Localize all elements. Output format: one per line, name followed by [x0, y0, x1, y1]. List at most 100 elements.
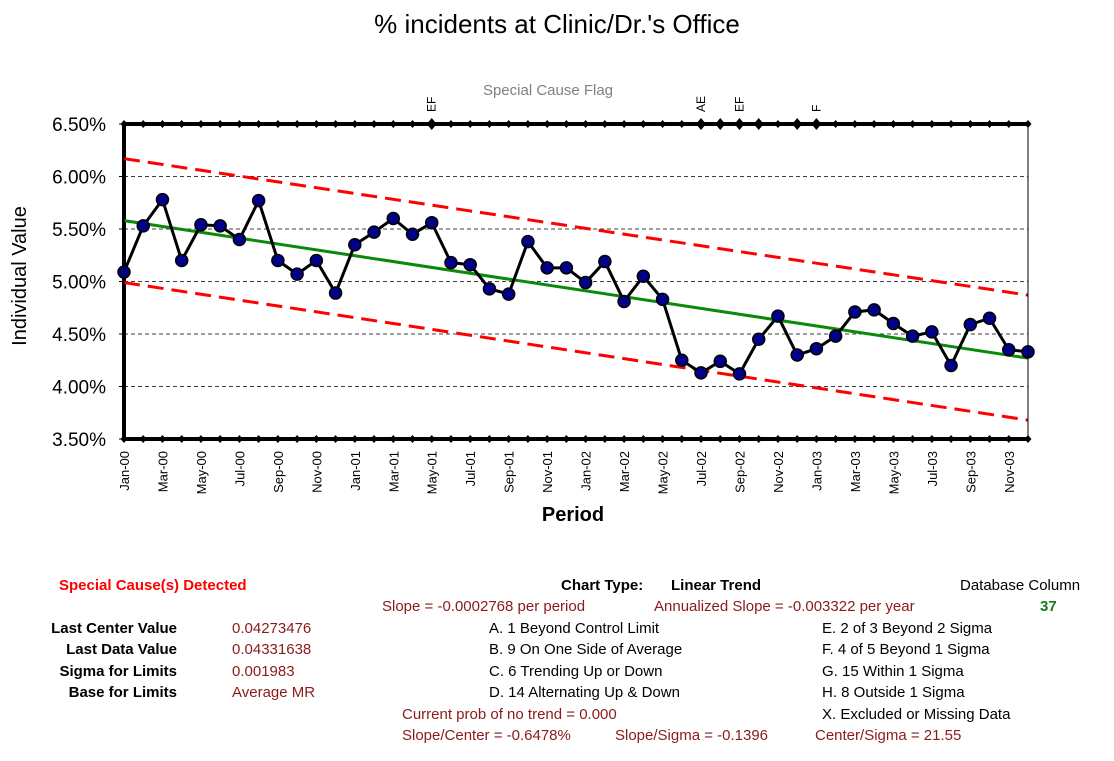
lower-control-limit	[123, 281, 1029, 422]
rule-item: G. 15 Within 1 Sigma	[822, 663, 964, 680]
data-point	[232, 232, 247, 247]
slope-text: Slope = -0.0002768 per period	[382, 598, 586, 615]
data-point	[194, 218, 208, 232]
upper-control-limit	[123, 157, 1029, 297]
data-point	[636, 269, 651, 283]
database-column-label: Database Column	[960, 577, 1081, 594]
data-point	[328, 286, 343, 300]
data-point	[174, 253, 189, 268]
data-point	[482, 282, 497, 296]
x-tick-label: Nov-00	[309, 451, 324, 493]
stat-value: 0.04331638	[232, 641, 312, 658]
data-point	[559, 261, 574, 275]
annualized-slope-text: Annualized Slope = -0.003322 per year	[654, 598, 915, 615]
data-point	[501, 287, 516, 301]
x-tick-label: Jul-00	[232, 451, 247, 486]
data-series	[117, 192, 1035, 381]
data-point	[463, 257, 477, 272]
chart-type-label: Chart Type:	[561, 577, 644, 594]
rule-item: D. 14 Alternating Up & Down	[489, 684, 680, 701]
data-point	[521, 234, 535, 249]
data-point	[848, 305, 862, 319]
y-axis-ticks: 6.50% 6.00% 5.50% 5.00% 4.50% 4.00% 3.50%	[52, 115, 124, 451]
x-tick-label: May-03	[886, 451, 901, 494]
database-column-value: 37	[1040, 598, 1057, 615]
x-tick-label: Jan-03	[809, 451, 824, 491]
plot-area-border	[123, 123, 1029, 440]
center-sigma: Center/Sigma = 21.55	[815, 727, 962, 744]
flag-label: F	[809, 105, 823, 112]
data-point	[771, 309, 785, 323]
x-tick-label: Mar-02	[617, 451, 632, 492]
y-tick-label: 4.00%	[52, 378, 106, 399]
flag-label: AE	[694, 96, 708, 112]
data-point	[655, 292, 670, 307]
grid-lines	[124, 176, 1028, 387]
data-point	[155, 192, 170, 207]
x-tick-label: Sep-01	[502, 451, 517, 493]
flag-label: EF	[732, 97, 746, 112]
stat-value: Average MR	[232, 684, 316, 701]
data-point	[405, 227, 420, 241]
y-tick-label: 4.50%	[52, 325, 106, 346]
x-tick-label: Jul-02	[694, 451, 709, 486]
control-chart: % incidents at Clinic/Dr.'s Office Speci…	[9, 9, 1035, 526]
rule-item: B. 9 On One Side of Average	[489, 641, 683, 658]
data-point	[809, 341, 824, 356]
x-tick-label: Nov-01	[540, 451, 555, 493]
x-tick-label: Jan-00	[117, 451, 132, 491]
y-tick-label: 5.50%	[52, 220, 106, 241]
data-point	[290, 267, 304, 281]
x-tick-label: Nov-02	[771, 451, 786, 493]
y-tick-label: 5.00%	[52, 273, 106, 294]
rule-item: X. Excluded or Missing Data	[822, 706, 1011, 723]
x-tick-label: Mar-03	[848, 451, 863, 492]
data-point	[598, 254, 612, 269]
data-point	[790, 348, 804, 362]
rule-item: C. 6 Trending Up or Down	[489, 663, 663, 680]
data-point	[251, 193, 266, 208]
x-tick-label: Nov-03	[1002, 451, 1017, 493]
special-cause-flag-label: Special Cause Flag	[483, 82, 613, 99]
x-tick-label: Sep-02	[732, 451, 747, 493]
data-point	[963, 317, 978, 332]
slope-center: Slope/Center = -0.6478%	[402, 727, 571, 744]
data-point	[271, 253, 285, 268]
data-point	[309, 253, 324, 268]
stat-label: Last Center Value	[51, 620, 177, 637]
data-point	[617, 294, 631, 309]
data-point	[136, 219, 150, 233]
data-point	[694, 366, 708, 380]
data-point	[828, 329, 843, 343]
x-tick-label: Jan-02	[579, 451, 594, 491]
x-axis-label: Period	[542, 504, 604, 526]
data-point	[675, 353, 689, 367]
chart-type-value: Linear Trend	[671, 577, 762, 594]
x-tick-label: Sep-03	[963, 451, 978, 493]
flag-label: EF	[425, 97, 439, 112]
rule-item: A. 1 Beyond Control Limit	[489, 620, 660, 637]
stat-value: 0.001983	[232, 663, 295, 680]
control-limit-lines	[123, 157, 1029, 422]
data-point	[578, 275, 593, 290]
stat-value: 0.04273476	[232, 620, 312, 637]
data-point	[982, 311, 997, 325]
y-tick-label: 3.50%	[52, 430, 106, 451]
rule-item: F. 4 of 5 Beyond 1 Sigma	[822, 641, 990, 658]
data-point	[886, 316, 901, 331]
data-point	[751, 332, 766, 346]
data-point	[424, 215, 439, 230]
data-point	[386, 211, 401, 226]
data-point	[1002, 343, 1016, 357]
data-point	[367, 225, 381, 239]
y-axis-label: Individual Value	[9, 206, 31, 346]
x-tick-label: May-01	[425, 451, 440, 494]
data-point	[944, 358, 958, 373]
x-tick-label: Mar-01	[386, 451, 401, 492]
stat-label: Sigma for Limits	[59, 663, 177, 680]
data-point	[444, 255, 458, 270]
rule-item: H. 8 Outside 1 Sigma	[822, 684, 965, 701]
data-point	[905, 329, 920, 343]
data-point	[348, 238, 362, 252]
x-tick-label: Sep-00	[271, 451, 286, 493]
